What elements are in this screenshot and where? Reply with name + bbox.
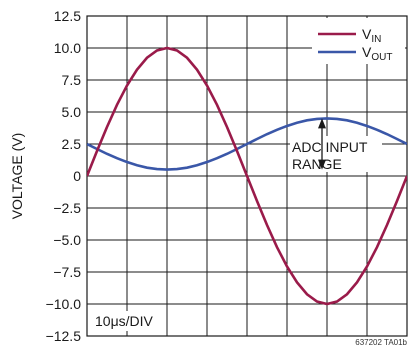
y-tick-label: 7.5	[62, 72, 82, 88]
y-tick-label: 12.5	[54, 8, 81, 24]
y-tick-label: −10.0	[46, 296, 82, 312]
y-tick-label: −5.0	[53, 232, 81, 248]
legend-label-vin: VIN	[362, 26, 381, 45]
adc-label-line2: RANGE	[292, 156, 342, 172]
figure-reference-code: 637202 TA01b	[355, 338, 407, 347]
legend-label-vout: VOUT	[362, 44, 392, 63]
time-div-background	[90, 311, 162, 331]
adc-label-line1: ADC INPUT	[292, 139, 368, 155]
series-line-vin	[87, 46, 407, 306]
legend-box	[312, 18, 405, 64]
adc-arrow-up-icon	[318, 118, 326, 129]
y-tick-label: −7.5	[53, 264, 81, 280]
y-tick-label: 5.0	[62, 104, 82, 120]
time-per-division-label: 10μs/DIV	[95, 313, 154, 329]
y-tick-labels: 12.5 10.0 7.5 5.0 2.5 0 −2.5 −5.0 −7.5 −10.0 −12.5	[46, 8, 82, 344]
series-line-vout	[87, 117, 407, 171]
y-tick-label: −2.5	[53, 200, 81, 216]
y-tick-label: 2.5	[62, 136, 82, 152]
adc-range-annotation: ADC INPUT RANGE	[290, 118, 382, 172]
y-axis-label: VOLTAGE (V)	[9, 133, 25, 220]
y-tick-label: 0	[73, 168, 81, 184]
adc-label-background	[290, 136, 382, 172]
adc-arrow-down-icon	[318, 159, 326, 170]
y-tick-label: 10.0	[54, 40, 81, 56]
legend: VIN VOUT	[312, 18, 405, 64]
y-tick-label: −12.5	[46, 328, 82, 344]
